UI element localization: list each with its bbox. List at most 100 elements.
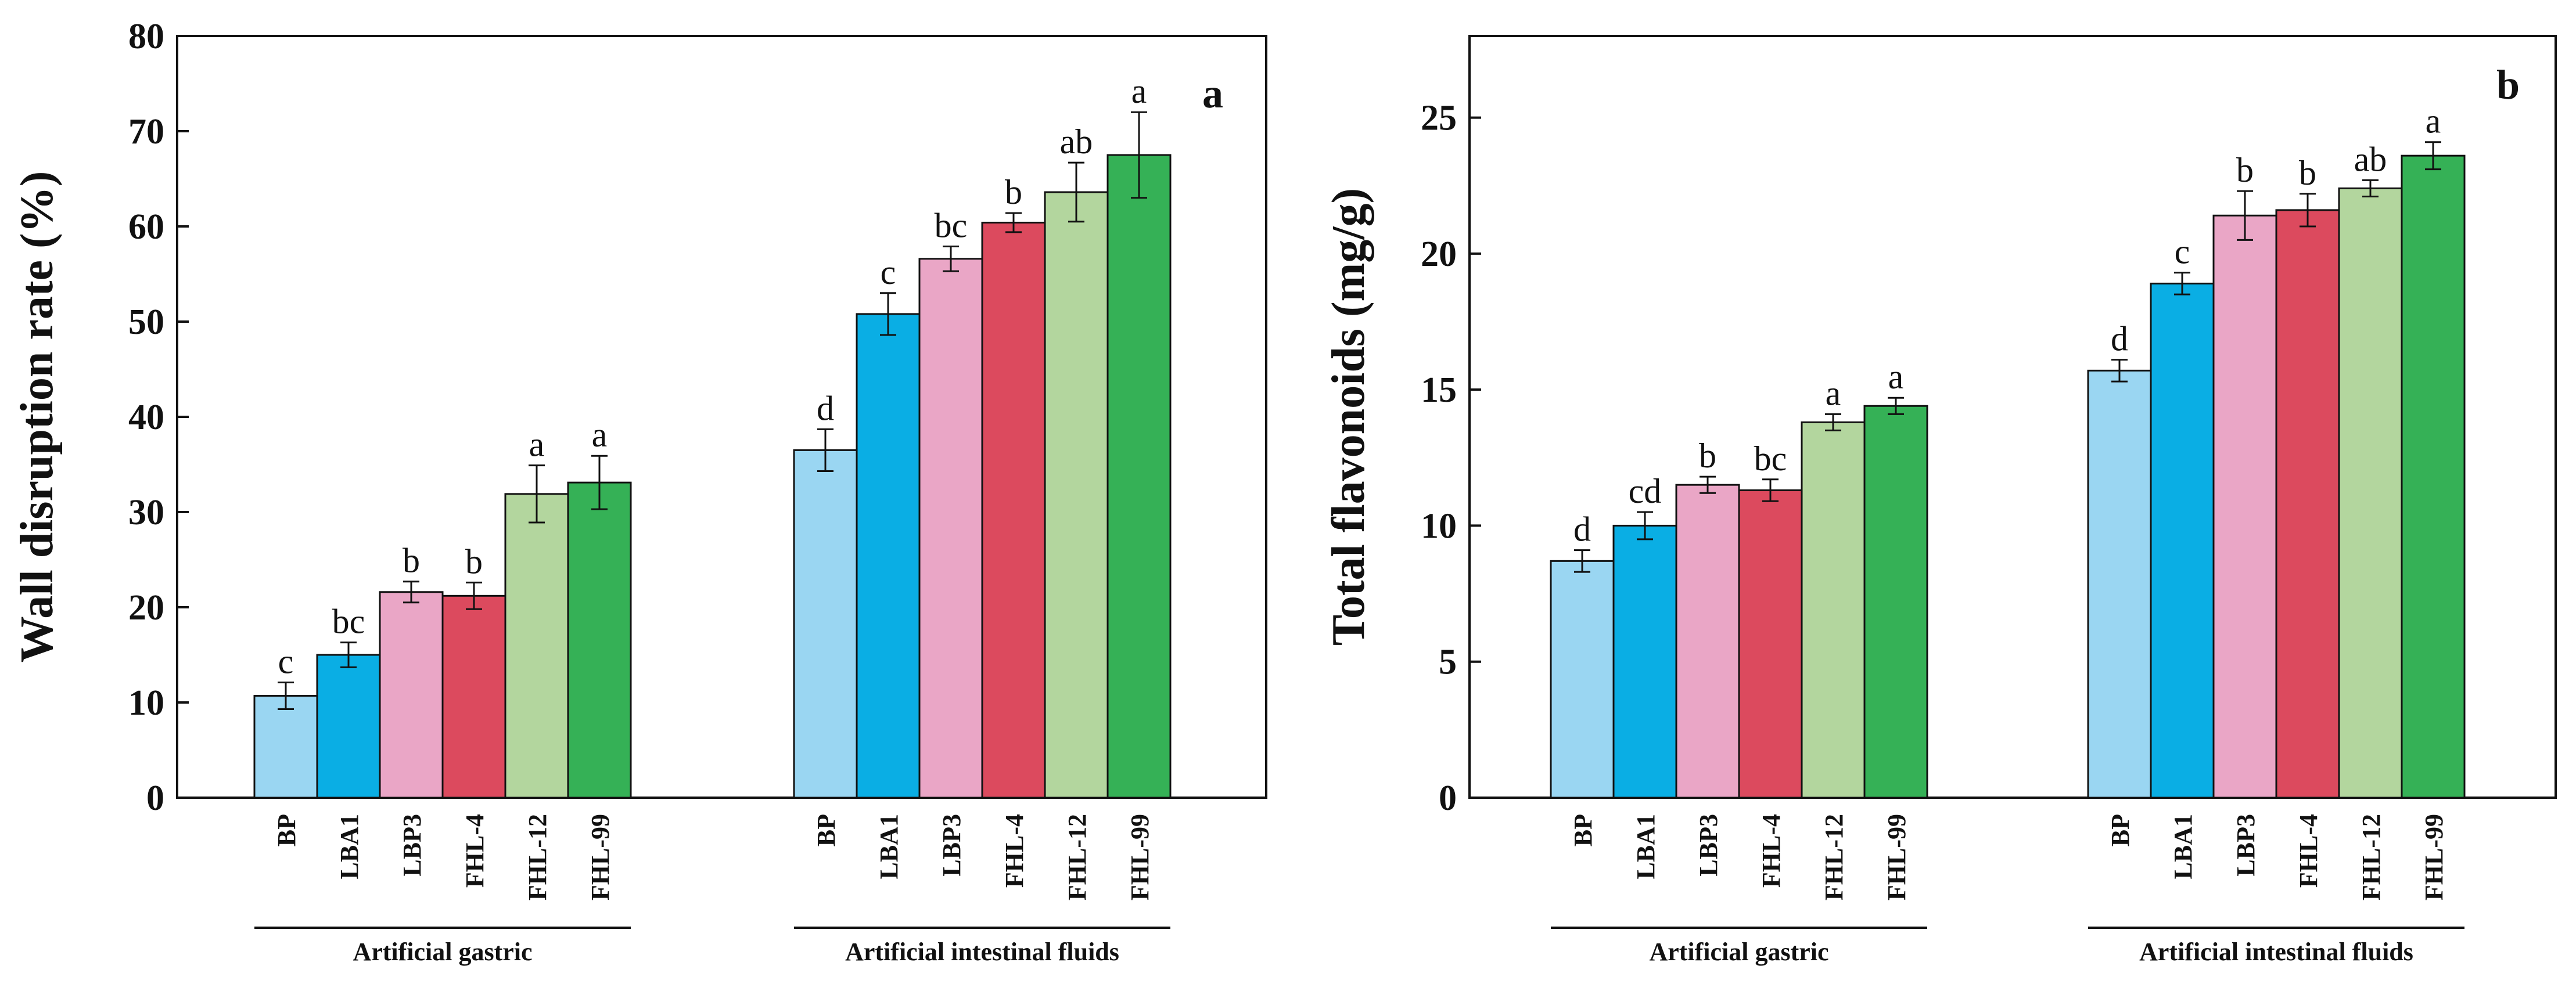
group-label: Artificial gastric: [1649, 938, 1828, 966]
category-label: BP: [1569, 814, 1597, 846]
bar: [1550, 560, 1615, 799]
y-axis-label: Wall disruption rate (%): [12, 171, 63, 663]
bar: [2275, 209, 2340, 799]
y-tick-label: 20: [128, 588, 164, 628]
group-label: Artificial intestinal fluids: [2139, 938, 2413, 966]
category-label: FHL-4: [461, 814, 489, 888]
category-label: LBA1: [335, 814, 364, 879]
significance-label: b: [2236, 151, 2254, 189]
category-label: FHL-12: [523, 814, 552, 900]
y-tick-label: 0: [1439, 779, 1457, 818]
bar: [441, 594, 506, 799]
category-label: BP: [2106, 814, 2135, 846]
bar: [793, 449, 858, 799]
panel-label: b: [2496, 62, 2520, 108]
group-label: Artificial gastric: [353, 938, 532, 966]
bar: [2401, 154, 2466, 799]
y-tick-label: 20: [1421, 235, 1457, 274]
significance-label: b: [1005, 173, 1022, 211]
y-tick-label: 40: [128, 398, 164, 437]
bar: [2150, 282, 2215, 799]
significance-label: bc: [332, 603, 365, 641]
plot-frame: [1468, 35, 2557, 799]
bar: [1863, 405, 1928, 799]
category-label: LBA1: [875, 814, 903, 879]
chart-panel-a: 0 10 20 30 40 50 60 70 80 Wall disruption rate (%…: [12, 17, 1267, 966]
significance-label: bc: [1754, 439, 1787, 478]
category-label: FHL-4: [2294, 814, 2323, 888]
y-tick-label: 30: [128, 493, 164, 532]
category-label: FHL-4: [1757, 814, 1785, 888]
category-label: FHL-99: [586, 814, 615, 900]
bar: [504, 493, 569, 799]
bar: [1675, 484, 1740, 799]
bar: [918, 258, 983, 799]
category-label: FHL-99: [1882, 814, 1911, 900]
category-label: FHL-12: [2357, 814, 2385, 900]
significance-label: b: [2299, 154, 2316, 192]
y-tick-label: 15: [1421, 370, 1457, 410]
category-label: FHL-99: [1126, 814, 1154, 900]
bar: [2087, 369, 2152, 799]
y-tick-label: 50: [128, 302, 164, 342]
category-label: LBA1: [2169, 814, 2197, 879]
bar: [1612, 524, 1677, 799]
bar: [1106, 154, 1172, 799]
category-label: LBP3: [398, 814, 426, 877]
y-tick-label: 80: [128, 17, 164, 56]
category-label: BP: [812, 814, 840, 846]
significance-label: a: [2426, 102, 2441, 140]
significance-label: d: [817, 389, 834, 427]
bar: [981, 221, 1046, 799]
significance-label: a: [1826, 374, 1841, 412]
category-label: LBP3: [2232, 814, 2260, 877]
bar: [1738, 489, 1803, 799]
y-tick-label: 5: [1439, 643, 1457, 682]
bar: [1044, 191, 1109, 799]
bar: [379, 591, 444, 799]
panel-label: a: [1202, 70, 1223, 117]
y-tick-label: 0: [146, 779, 164, 818]
y-axis-label: Total flavonoids (mg/g): [1323, 188, 1374, 646]
y-tick-label: 10: [128, 683, 164, 723]
category-label: FHL-12: [1063, 814, 1091, 900]
bar: [567, 481, 632, 799]
category-label: LBP3: [1694, 814, 1723, 877]
category-label: LBA1: [1632, 814, 1660, 879]
category-label: FHL-12: [1820, 814, 1848, 900]
bar: [856, 313, 921, 799]
significance-label: bc: [935, 206, 968, 244]
significance-label: cd: [1629, 472, 1662, 510]
significance-label: c: [278, 643, 294, 681]
category-label: FHL-99: [2420, 814, 2448, 900]
category-label: BP: [272, 814, 301, 846]
significance-label: a: [1888, 358, 1904, 396]
bar: [253, 695, 318, 799]
significance-label: d: [2111, 320, 2128, 358]
bar: [2338, 187, 2403, 799]
y-tick-label: 70: [128, 112, 164, 152]
significance-label: b: [465, 542, 483, 581]
significance-label: c: [881, 253, 896, 291]
category-label: FHL-4: [1000, 814, 1029, 888]
bar: [1801, 421, 1866, 799]
significance-label: d: [1573, 510, 1591, 549]
significance-label: c: [2175, 233, 2190, 271]
significance-label: a: [592, 416, 608, 454]
y-tick-label: 25: [1421, 99, 1457, 138]
significance-label: ab: [1060, 122, 1093, 161]
group-label: Artificial intestinal fluids: [845, 938, 1119, 966]
bar: [2212, 214, 2277, 799]
significance-label: b: [403, 542, 420, 580]
y-tick-label: 60: [128, 207, 164, 247]
significance-label: b: [1699, 437, 1716, 475]
significance-label: a: [529, 426, 545, 464]
significance-label: a: [1131, 72, 1147, 110]
bar: [316, 654, 381, 799]
y-tick-label: 10: [1421, 506, 1457, 546]
significance-label: ab: [2354, 140, 2387, 178]
category-label: LBP3: [937, 814, 966, 877]
